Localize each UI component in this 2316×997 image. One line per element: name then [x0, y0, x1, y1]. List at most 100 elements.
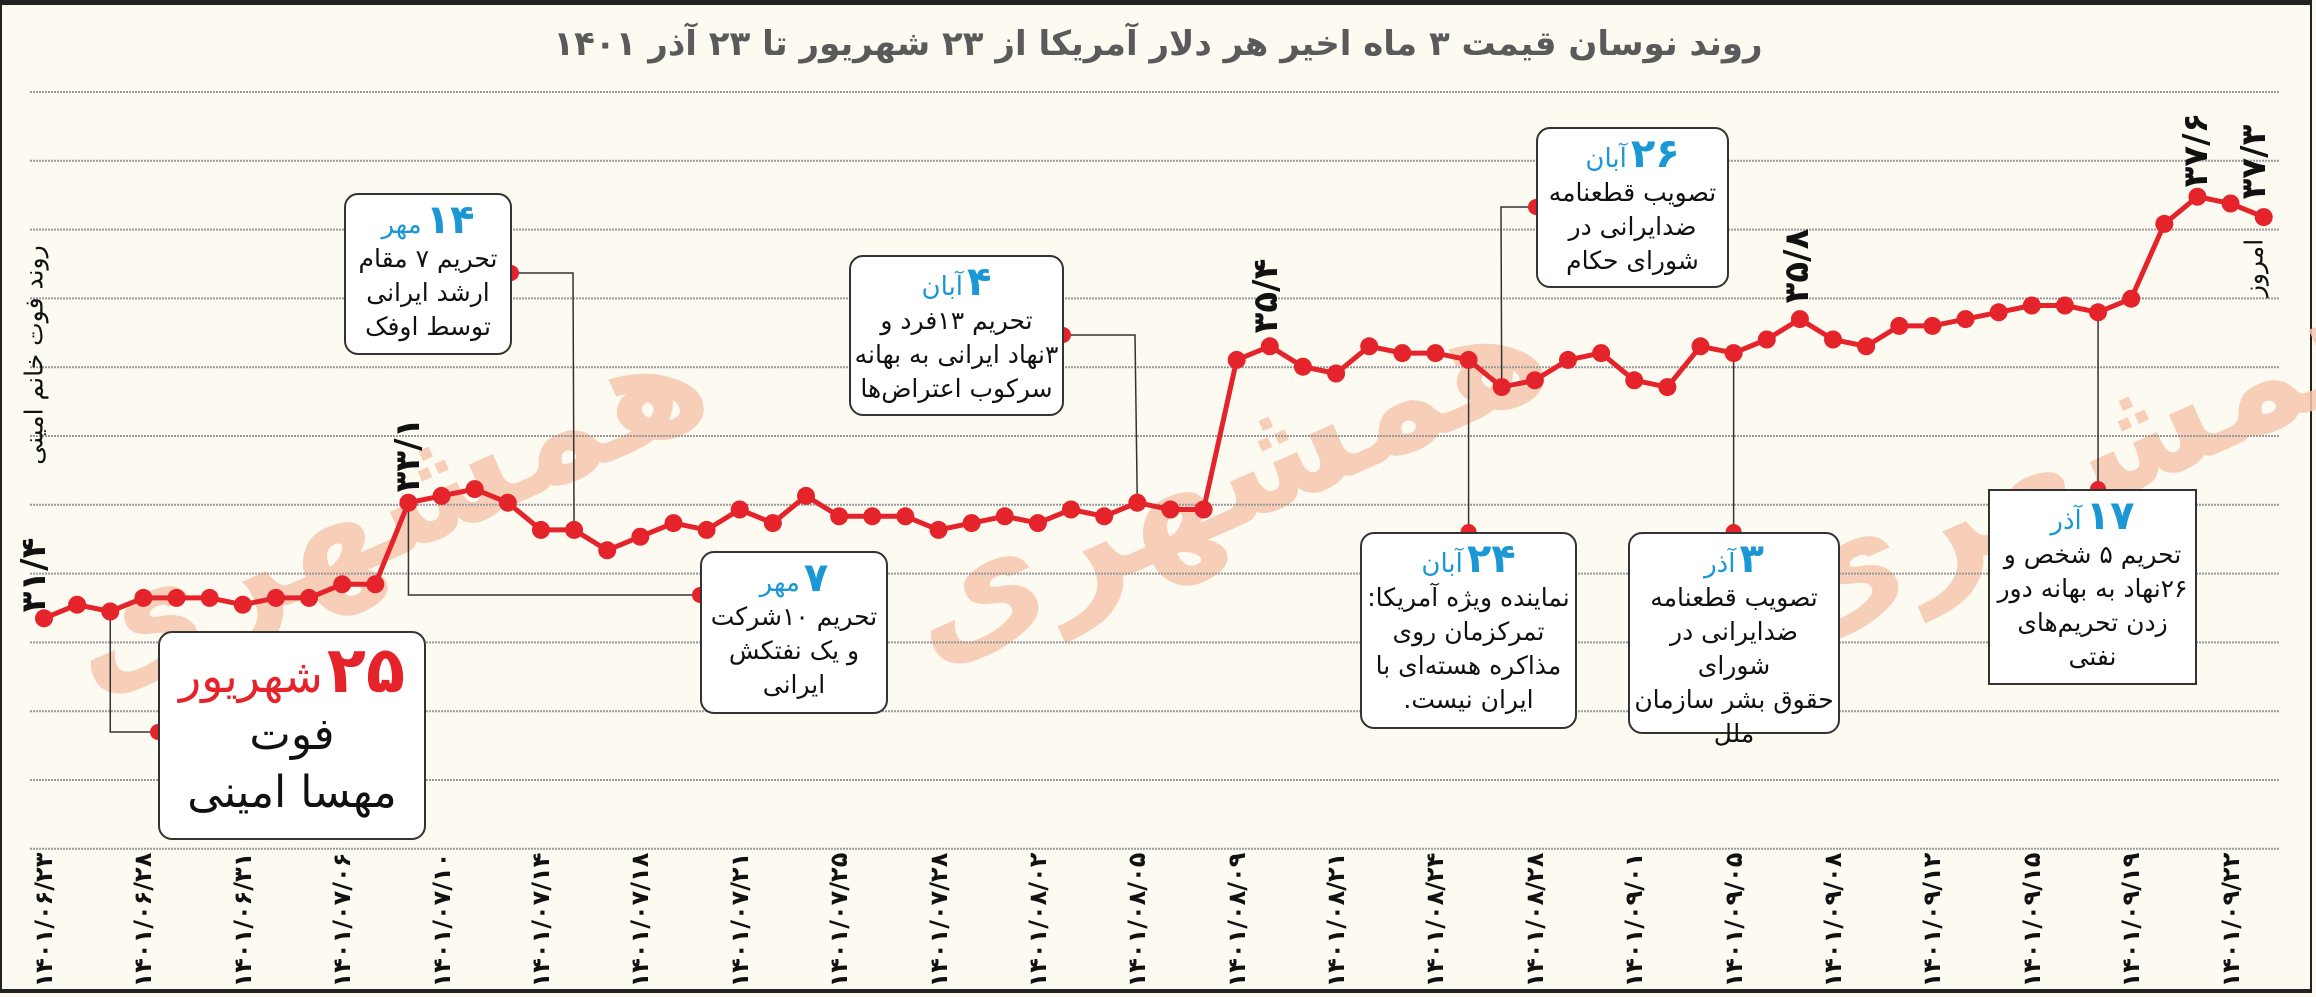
data-point: [432, 486, 451, 505]
data-point: [333, 575, 352, 594]
data-point: [2155, 214, 2174, 233]
value-label: ۳۷/۶: [2176, 112, 2216, 188]
annotation-text: نفتی: [2068, 642, 2117, 671]
data-point: [1260, 337, 1279, 356]
data-point: [1989, 303, 2008, 322]
data-point: [2254, 208, 2273, 227]
today-label: امروز: [2239, 238, 2269, 298]
annotation-text: تصویب قطعنامه: [1650, 583, 1818, 612]
annotation-box: ۴آبان تحریم ۱۳فرد و ۳نهاد ایرانی به بهان…: [849, 255, 1064, 416]
x-tick-label: ۱۴۰۱/۰۹/۰۵: [1719, 852, 1748, 988]
annotation-box: ۲۵شهریور فوت مهسا امینی: [158, 631, 426, 840]
data-point: [1525, 371, 1544, 390]
value-label: ۳۵/۴: [1246, 258, 1286, 334]
annotation-text: ایران نیست.: [1403, 685, 1534, 714]
x-tick-label: ۱۴۰۱/۰۸/۰۵: [1123, 852, 1152, 988]
data-point: [2089, 303, 2108, 322]
data-point: [1360, 337, 1379, 356]
x-tick-label: ۱۴۰۱/۰۹/۱۲: [1918, 852, 1947, 988]
data-point: [565, 520, 584, 539]
x-tick-label: ۱۴۰۱/۰۷/۲۸: [924, 852, 953, 988]
data-point: [1327, 364, 1346, 383]
data-point: [35, 609, 53, 628]
x-tick-label: ۱۴۰۱/۰۸/۲۱: [1322, 852, 1351, 988]
data-point: [465, 480, 484, 499]
x-tick-label: ۱۴۰۱/۰۹/۱۵: [2017, 852, 2046, 988]
data-point: [2221, 194, 2240, 213]
annotation-text: ملل: [1713, 719, 1755, 748]
data-point: [498, 493, 517, 512]
annotation-box: ۷مهر تحریم ۱۰شرکت و یک نفتکش ایرانی: [700, 551, 888, 714]
x-tick-label: ۱۴۰۱/۰۸/۰۹: [1222, 852, 1251, 988]
data-point: [2122, 289, 2141, 308]
annotation-date: ۲۵شهریور: [178, 634, 406, 708]
data-point: [200, 588, 219, 607]
annotation-date: ۲۴آبان: [1421, 536, 1516, 582]
data-point: [1790, 310, 1809, 329]
annotation-date: ۱۴مهر: [381, 197, 475, 243]
data-point: [1956, 310, 1975, 329]
annotation-text: ۲۶نهاد به بهانه دور: [1997, 574, 2188, 603]
data-point: [1128, 493, 1147, 512]
data-point: [1095, 507, 1114, 526]
data-point: [1724, 344, 1743, 363]
data-point: [2188, 187, 2207, 206]
annotation-date: ۴آبان: [921, 259, 992, 305]
annotation-text: حقوق بشر سازمان: [1634, 685, 1834, 714]
data-point: [167, 588, 186, 607]
data-point: [2055, 296, 2074, 315]
annotation-text: تحریم ۱۰شرکت: [710, 602, 878, 631]
annotation-text: و یک نفتکش: [728, 636, 860, 665]
annotation-text: سرکوب اعتراض‌ها: [860, 374, 1053, 403]
annotation-text: تحریم ۵ شخص و: [2003, 540, 2182, 569]
data-point: [1293, 357, 1312, 376]
data-point: [1426, 344, 1445, 363]
data-point: [796, 486, 815, 505]
data-point: [2022, 296, 2041, 315]
value-label: ۳۵/۸: [1777, 228, 1817, 304]
data-point: [1757, 330, 1776, 349]
x-tick-label: ۱۴۰۱/۰۶/۲۳: [30, 852, 58, 988]
annotation-text: ضدایرانی در: [1568, 212, 1697, 241]
data-point: [763, 514, 782, 533]
x-tick-label: ۱۴۰۱/۰۷/۲۱: [725, 852, 754, 988]
data-point: [1393, 344, 1412, 363]
annotation-date: ۲۶آبان: [1585, 131, 1680, 177]
x-tick-label: ۱۴۰۱/۰۷/۱۴: [526, 852, 555, 988]
annotation-text: فوت: [249, 709, 335, 760]
data-point: [1592, 344, 1611, 363]
x-tick-label: ۱۴۰۱/۰۷/۱۸: [626, 852, 655, 988]
data-point: [1161, 500, 1180, 519]
annotation-box: ۲۴آبان نماینده ویژه آمریکا: تمرکزمان روی…: [1360, 532, 1577, 729]
annotation-date: ۷مهر: [759, 555, 829, 601]
data-point: [300, 588, 319, 607]
annotation-text: توسط اوفک: [365, 312, 491, 341]
data-point: [1227, 350, 1246, 369]
data-point: [1890, 316, 1909, 335]
annotation-connector: [109, 611, 158, 733]
annotation-text: مذاکره هسته‌ای با: [1375, 651, 1562, 680]
x-tick-label: ۱۴۰۱/۰۸/۰۲: [1023, 852, 1052, 988]
annotation-text: مهسا امینی: [187, 767, 397, 818]
x-tick-label: ۱۴۰۱/۰۹/۰۸: [1819, 852, 1848, 988]
x-tick-label: ۱۴۰۱/۰۷/۲۵: [825, 852, 854, 988]
data-point: [929, 520, 948, 539]
annotation-connector: [1063, 334, 1139, 503]
data-point: [1824, 330, 1843, 349]
value-label: ۳۱/۴: [14, 537, 54, 613]
data-point: [134, 588, 153, 607]
data-point: [697, 520, 716, 539]
annotation-connector: [407, 502, 700, 596]
x-tick-label: ۱۴۰۱/۰۸/۲۸: [1520, 852, 1549, 988]
annotation-date: ۱۷آذر: [2050, 493, 2135, 539]
data-point: [995, 507, 1014, 526]
annotation-text: زدن تحریم‌های: [2017, 608, 2168, 637]
x-tick-label: ۱۴۰۱/۰۷/۰۶: [328, 852, 357, 988]
data-point: [730, 500, 749, 519]
annotation-text: ۳نهاد ایرانی به بهانه: [854, 340, 1059, 369]
annotation-text: ضدایرانی در شورای: [1670, 617, 1798, 680]
data-point: [1857, 337, 1876, 356]
data-point: [896, 507, 915, 526]
annotation-text: شورای حکام: [1566, 246, 1699, 275]
